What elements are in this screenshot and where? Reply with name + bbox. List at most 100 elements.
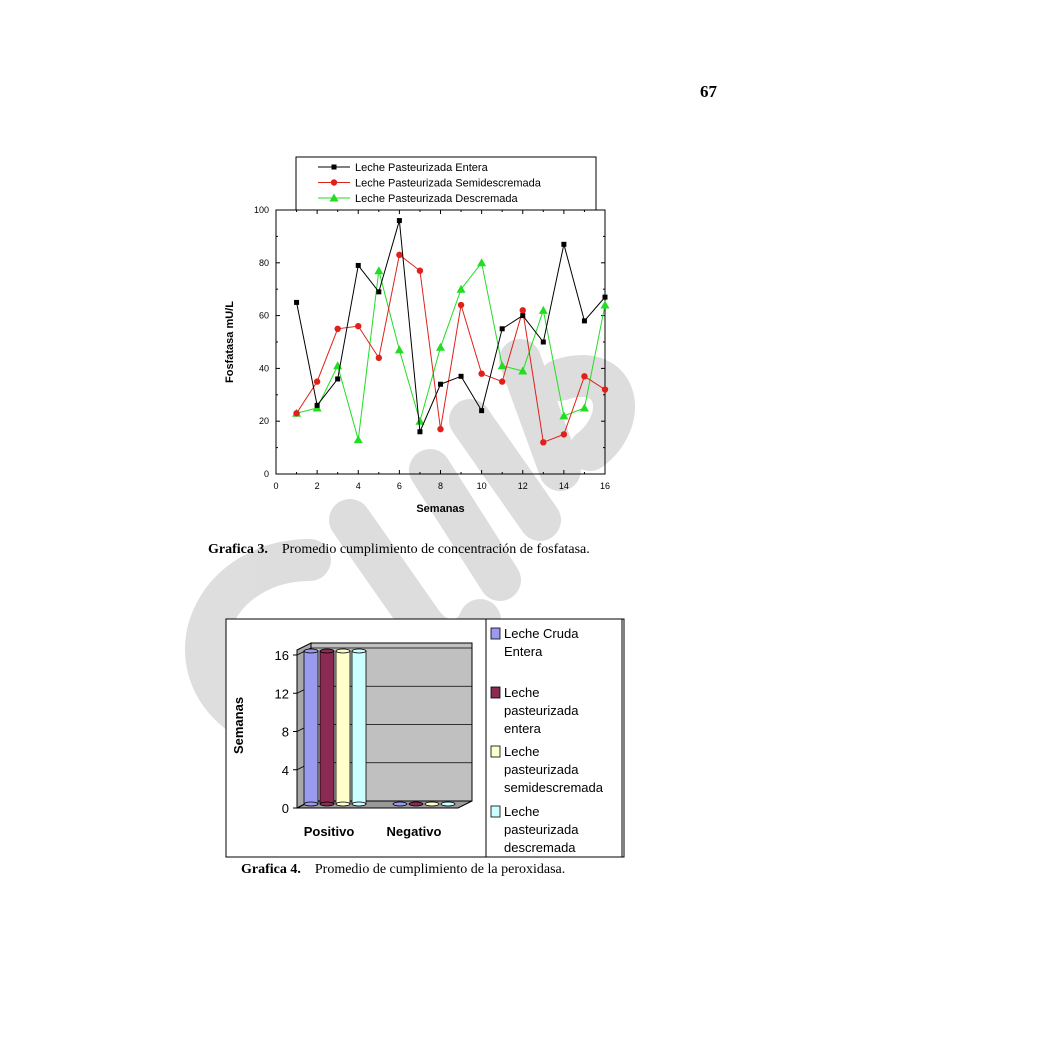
data-point-circle: [416, 267, 424, 274]
bar-cylinder: [319, 648, 335, 807]
data-point-square: [376, 289, 382, 295]
y-tick-label: 0: [282, 801, 289, 816]
legend-label: pasteurizada: [504, 703, 579, 718]
series-line: [296, 220, 606, 434]
series-triangle: [292, 258, 610, 444]
legend-label: Leche Cruda: [504, 626, 579, 641]
data-point-square: [335, 376, 341, 382]
chart3-legend: Leche Pasteurizada Entera Leche Pasteuriz…: [295, 156, 597, 211]
legend-label: Entera: [504, 644, 543, 659]
data-point-triangle: [579, 403, 589, 412]
legend-swatch: [490, 745, 501, 758]
y-tick-label: 12: [275, 686, 289, 701]
y-tick-label: 0: [264, 469, 269, 479]
bar-body: [319, 650, 335, 805]
legend-label: Leche Pasteurizada Entera: [355, 162, 489, 174]
data-point-triangle: [518, 366, 528, 375]
data-point-circle: [375, 354, 383, 362]
data-point-circle: [396, 251, 403, 259]
figure-caption-4: Grafica 4. Promedio de cumplimiento de la…: [241, 862, 565, 878]
bar-base: [335, 801, 351, 807]
x-tick-label: 6: [397, 481, 402, 491]
bar-cylinder: [303, 648, 319, 807]
legend-label: Leche: [504, 685, 539, 700]
data-point-square: [520, 313, 526, 319]
y-tick-label: 60: [259, 311, 269, 321]
x-tick-label: 12: [518, 481, 528, 491]
data-point-circle: [355, 322, 362, 330]
data-point-triangle: [436, 342, 445, 351]
x-tick-label: 4: [356, 481, 361, 491]
data-point-triangle: [538, 305, 548, 314]
bar-zero-disc: [440, 801, 456, 807]
data-point-circle: [478, 370, 485, 377]
series-line: [296, 261, 606, 440]
data-point-circle: [334, 325, 341, 332]
figure-caption-3: Grafica 3. Promedio cumplimiento de conce…: [208, 542, 590, 558]
x-tick-label: 0: [273, 481, 278, 491]
x-category-label: Positivo: [304, 824, 355, 839]
data-point-circle: [540, 439, 547, 446]
bar-top: [335, 648, 351, 654]
data-point-circle: [519, 307, 526, 314]
data-point-triangle: [353, 435, 363, 444]
legend-swatch: [490, 627, 501, 640]
data-point-circle: [601, 386, 609, 393]
data-point-triangle: [374, 266, 384, 275]
x-tick-label: 16: [600, 481, 610, 491]
data-point-circle: [581, 373, 588, 380]
data-point-triangle: [477, 258, 487, 267]
data-point-triangle: [497, 361, 507, 370]
bar-cylinder: [408, 801, 424, 807]
x-tick-label: 14: [559, 481, 569, 491]
data-point-square: [499, 326, 505, 332]
data-point-triangle: [394, 345, 404, 354]
peroxidase-bar-chart: 0 4 8 12 16 Positivo Negativo Leche Cruda Enter…: [225, 618, 625, 858]
data-point-square: [396, 218, 402, 224]
bar-top: [319, 648, 335, 654]
chart3-series: [292, 218, 610, 446]
data-point-triangle: [415, 416, 425, 425]
chart3-axes: 0 2 4 6 8 10 12 14 16 0 20 40 60 80 100: [254, 205, 610, 491]
y-tick-label: 4: [282, 763, 289, 778]
data-point-square: [355, 262, 361, 268]
x-category-label: Negativo: [387, 824, 442, 839]
chart4-back-wall: [310, 642, 473, 802]
data-point-square: [314, 402, 320, 408]
data-point-square: [331, 164, 337, 170]
data-point-square: [540, 339, 546, 345]
data-point-circle: [330, 179, 338, 186]
data-point-square: [294, 299, 300, 305]
chart3-y-axis-label: Fosfatasa mU/L: [224, 301, 236, 383]
legend-label: entera: [504, 721, 542, 736]
chart4-y-axis-label: Semanas: [231, 697, 246, 754]
bar-cylinder: [424, 801, 440, 807]
bar-zero-disc: [424, 801, 440, 807]
legend-label: pasteurizada: [504, 762, 579, 777]
bar-cylinder: [335, 648, 351, 807]
bar-base: [303, 801, 319, 807]
x-tick-label: 10: [477, 481, 487, 491]
y-tick-label: 80: [259, 258, 269, 268]
data-point-circle: [498, 378, 506, 385]
data-point-square: [438, 381, 443, 387]
data-point-circle: [437, 425, 444, 433]
x-tick-label: 2: [315, 481, 320, 491]
legend-label: pasteurizada: [504, 822, 579, 837]
y-tick-label: 8: [282, 725, 289, 740]
legend-label: semidescremada: [504, 780, 604, 795]
bar-base: [319, 801, 335, 807]
legend-swatch: [490, 686, 501, 699]
data-point-square: [561, 241, 567, 247]
bar-body: [351, 650, 367, 805]
chart3-x-axis-label: Semanas: [416, 503, 464, 515]
chart3-plot-frame: [275, 209, 606, 475]
data-point-square: [417, 429, 423, 435]
data-point-circle: [560, 431, 568, 438]
legend-label: Leche Pasteurizada Descremada: [355, 193, 519, 205]
data-point-square: [458, 373, 464, 379]
data-point-triangle: [329, 193, 339, 202]
bar-top: [351, 648, 367, 654]
caption-label: Grafica 3.: [208, 542, 268, 557]
legend-label: Leche: [504, 744, 539, 759]
